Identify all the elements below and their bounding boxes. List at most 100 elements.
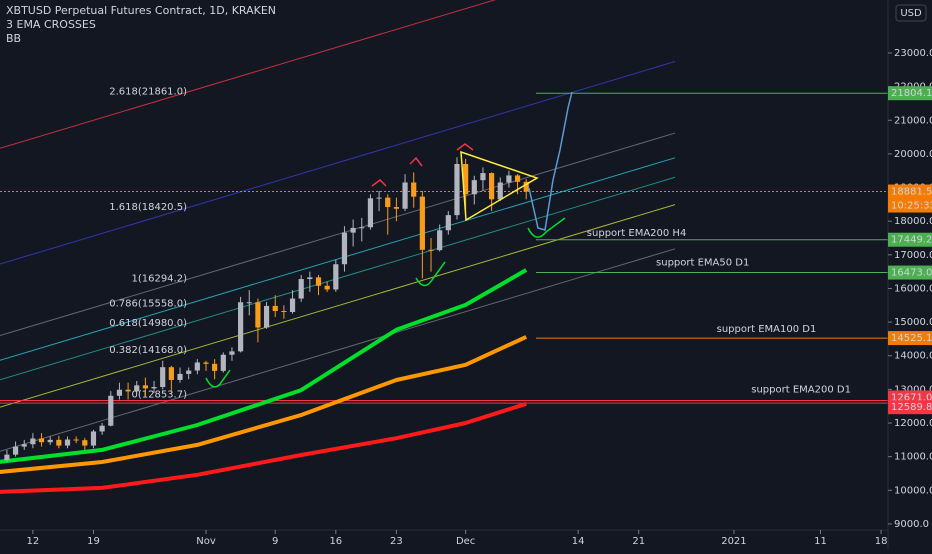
price-label-bg [888,232,932,247]
candle-body [116,389,123,396]
candle-body [350,227,356,233]
y-tick-label: 17000.0 [894,250,932,261]
triangle-drawing [460,150,539,222]
axes: 9000.0 10000.0 11000.0 12000.0 13000.0 14000.… [27,48,932,547]
candle-body [428,249,434,251]
candle-body [263,305,270,328]
candle-body [21,444,27,447]
candle-body [341,232,348,265]
fib-line [0,61,676,265]
candle-body [108,395,114,426]
candle-body [489,173,495,200]
x-tick-label: 19 [87,536,100,547]
price-label-bg [888,86,932,101]
candle-body [56,439,62,446]
candle-body [333,264,339,290]
x-tick-label: 2021 [721,536,746,547]
x-tick-label: 21 [632,536,645,547]
x-tick-label: 9 [272,536,278,547]
indicator-name: BB [6,32,21,45]
candle-body [177,373,183,380]
candle-body [385,197,391,208]
ema-line [0,268,528,464]
countdown: 10:25:33 [891,201,932,212]
y-tick-label: 14000.0 [894,351,932,362]
candle-body [437,230,443,251]
indicator-name: 3 EMA CROSSES [6,18,96,31]
top-mark [371,179,387,187]
candle-body [445,215,451,231]
candle-body [134,385,140,392]
top-mark [409,156,423,167]
plot-area: 2.618(21861.0) 1.618(18420.5) 1(16294.2) 0.… [0,0,888,494]
ema-line [0,335,528,474]
x-tick-label: 18 [875,536,888,547]
candle-body [376,197,382,199]
annotation: support EMA200 D1 [751,385,851,396]
candle-body [73,439,79,441]
fib-line [0,132,676,337]
candle-body [255,302,261,328]
candle-body [220,354,226,371]
candle-body [506,175,512,183]
candle-body [38,438,45,443]
candle-body [186,370,192,374]
candle-body [454,163,460,216]
candle-body [47,439,53,443]
candle-body [12,446,19,455]
candle-body [523,181,529,192]
annotation: support EMA50 D1 [656,258,749,269]
candle-body [203,362,209,364]
currency[interactable]: USD [900,8,922,19]
fib-line [0,157,676,361]
candle-body [238,302,244,352]
candle-body [90,431,97,446]
price-label-bg [888,400,932,415]
candle-body [281,311,287,313]
y-tick-label: 20000.0 [894,149,932,160]
candle-body [307,277,313,280]
x-tick-label: 23 [390,536,403,547]
candle-body [471,180,477,195]
check-mark [527,217,566,238]
price-label: 18881.5 [891,187,932,198]
y-tick-label: 15000.0 [894,317,932,328]
fib-label: 0(12853.7) [131,389,187,400]
fib-label: 1.618(18420.5) [109,202,187,213]
x-tick-label: 11 [814,536,827,547]
candle-body [272,305,278,312]
candle-body [514,175,521,182]
fib-label: 0.618(14980.0) [109,318,187,329]
fib-label: 0.786(15558.0) [109,298,187,309]
annotation: support EMA200 H4 [587,228,687,239]
x-tick-label: Nov [196,536,216,547]
candle-body [125,389,131,392]
price-label: 12589.8 [891,402,932,413]
candle-body [82,440,88,446]
x-tick-label: 12 [27,536,40,547]
fib-label: 2.618(21861.0) [109,86,187,97]
candle-body [30,438,36,445]
candle-body [359,227,365,229]
price-label: 16473.0 [891,268,932,279]
price-label: 14525.1 [891,333,932,344]
candle-body [168,367,174,380]
candle-body [463,163,469,195]
candle-body [99,425,105,432]
drawings [205,91,573,388]
top-mark [456,143,474,151]
candle-body [160,367,166,388]
candle-body [411,182,417,197]
candle-body [497,182,503,200]
price-label-bg [888,265,932,280]
x-tick-label: 16 [329,536,342,547]
currency-box[interactable] [895,4,927,22]
candle-body [324,285,330,290]
y-tick-label: 23000.0 [894,48,932,59]
y-tick-label: 9000.0 [894,519,929,530]
y-tick-label: 18000.0 [894,216,932,227]
annotation: support EMA100 D1 [717,324,817,335]
candle-body [246,302,252,304]
